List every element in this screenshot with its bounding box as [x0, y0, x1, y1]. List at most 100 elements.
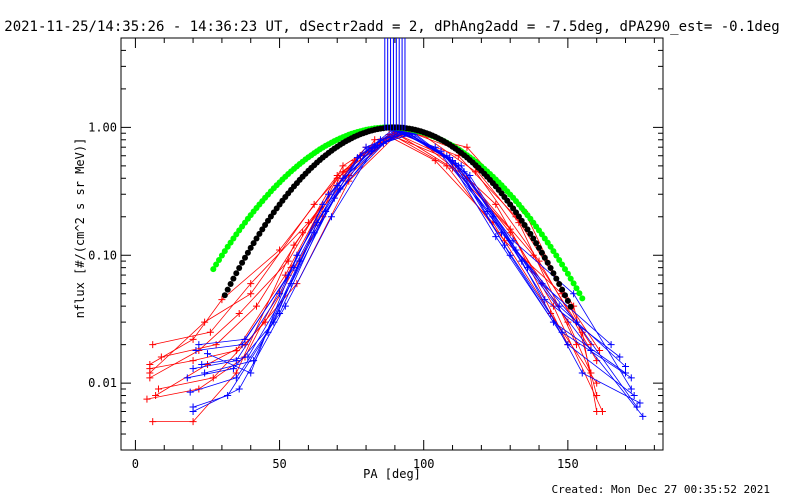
- data-point: [276, 310, 284, 318]
- fit-point: [553, 252, 560, 259]
- data-point: [587, 346, 595, 354]
- fit-point: [530, 235, 537, 242]
- fit-point: [244, 249, 251, 256]
- plot-area: 0 50 100 150 0.01 0.10 1.00: [88, 37, 664, 471]
- fit-point: [547, 243, 554, 250]
- series-line: [204, 133, 644, 417]
- data-point: [593, 392, 601, 400]
- data-point: [607, 341, 615, 349]
- series-line: [198, 132, 635, 396]
- fit-point: [570, 280, 577, 287]
- x-tick-label: 0: [132, 457, 139, 471]
- data-point: [247, 280, 255, 288]
- fit-point: [562, 266, 568, 273]
- data-point: [189, 403, 197, 411]
- data-point: [339, 162, 347, 170]
- blue-series-19: [201, 130, 647, 420]
- fit-point: [527, 230, 534, 237]
- data-point: [596, 346, 604, 354]
- data-point: [627, 385, 635, 393]
- fit-point: [247, 244, 254, 251]
- data-point: [143, 395, 151, 403]
- data-point: [506, 225, 514, 233]
- fit-point: [536, 244, 542, 251]
- data-point: [570, 290, 578, 298]
- data-point: [492, 200, 500, 208]
- y-tick-label: 0.10: [88, 248, 117, 262]
- data-point: [152, 392, 160, 400]
- data-point: [431, 143, 439, 151]
- x-tick-label: 150: [557, 457, 579, 471]
- data-point: [195, 341, 203, 349]
- data-point: [157, 353, 165, 361]
- data-point: [253, 302, 260, 310]
- fit-point: [230, 275, 237, 282]
- series-line: [193, 131, 626, 374]
- data-point: [186, 388, 194, 396]
- data-point: [224, 392, 232, 400]
- data-point: [206, 328, 214, 336]
- data-point: [382, 137, 390, 145]
- fit-point: [256, 230, 263, 237]
- red-series-7: [149, 126, 581, 426]
- data-point: [558, 328, 566, 336]
- fit-point: [559, 286, 566, 293]
- data-point: [189, 418, 197, 426]
- fit-point: [556, 257, 563, 263]
- fit-point: [553, 275, 560, 282]
- data-point: [578, 369, 586, 377]
- fit-point: [233, 270, 240, 277]
- fit-point: [567, 303, 574, 310]
- fit-point: [224, 243, 231, 250]
- data-point: [238, 341, 246, 349]
- series-line: [195, 131, 632, 390]
- data-point: [573, 341, 581, 349]
- y-axis: 0.01 0.10 1.00: [88, 37, 663, 451]
- blue-series-17: [186, 127, 630, 396]
- data-point: [322, 207, 330, 215]
- fit-point: [541, 254, 548, 261]
- fit-point: [559, 261, 566, 268]
- series-line: [158, 130, 598, 390]
- blue-series-12: [195, 129, 638, 400]
- data-point: [154, 385, 162, 393]
- fit-point: [221, 248, 228, 255]
- data-point: [183, 374, 191, 382]
- data-point: [149, 341, 157, 349]
- data-point: [506, 251, 514, 259]
- data-point: [538, 280, 546, 288]
- data-point: [325, 190, 333, 198]
- fit-point: [221, 292, 228, 299]
- data-point: [284, 271, 292, 279]
- fit-point: [210, 266, 217, 273]
- data-point: [336, 185, 344, 193]
- data-point: [353, 154, 361, 162]
- fit-point: [213, 261, 220, 268]
- y-tick-label: 0.01: [88, 376, 117, 390]
- plot-frame: [120, 37, 664, 451]
- fit-point: [259, 226, 266, 233]
- fit-point: [265, 217, 271, 224]
- data-point: [463, 143, 471, 151]
- data-point: [189, 335, 197, 343]
- footer-created: Created: Mon Dec 27 00:35:52 2021: [551, 483, 770, 496]
- fit-point: [547, 265, 554, 271]
- data-point: [146, 365, 154, 373]
- fit-point: [262, 222, 269, 228]
- x-tick-label: 100: [413, 457, 435, 471]
- fit-point: [579, 295, 586, 302]
- fit-point: [236, 265, 243, 271]
- data-point: [250, 357, 258, 365]
- fit-curve-layer: [210, 124, 586, 310]
- fit-point: [524, 226, 531, 233]
- fit-point: [224, 286, 231, 293]
- data-point: [232, 357, 240, 365]
- data-point: [229, 365, 237, 373]
- data-point: [639, 412, 647, 420]
- data-point: [241, 335, 249, 343]
- data-point: [264, 328, 272, 336]
- data-point: [319, 200, 327, 208]
- fit-point: [538, 249, 545, 256]
- fit-point: [216, 257, 222, 263]
